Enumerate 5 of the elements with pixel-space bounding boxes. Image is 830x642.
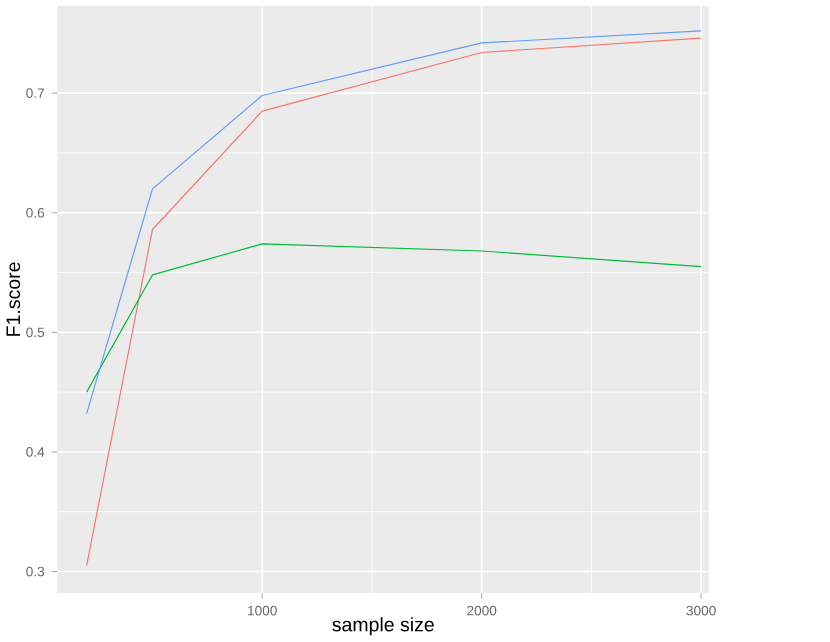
line-series bbox=[86, 243, 702, 393]
line-series bbox=[86, 30, 702, 415]
x-axis-title: sample size bbox=[332, 617, 434, 636]
line-series bbox=[86, 37, 702, 567]
y-axis-title: F1.score bbox=[6, 262, 21, 336]
